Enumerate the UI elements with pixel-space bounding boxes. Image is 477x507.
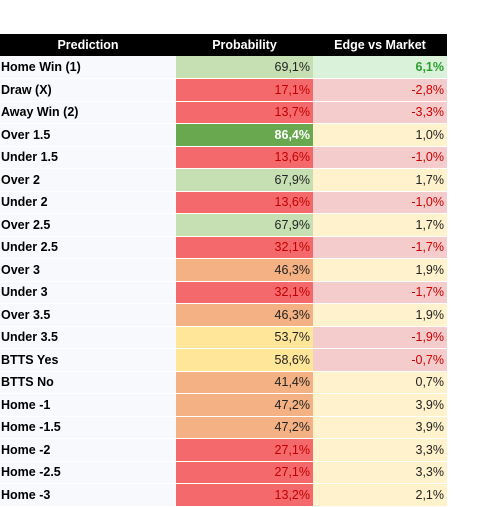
header-row: Prediction Probability Edge vs Market — [0, 34, 447, 56]
prediction-label: Home -2 — [0, 438, 176, 462]
table-body: Home Win (1) 69,1% 6,1% Draw (X) 17,1% -2,8% A… — [0, 56, 447, 507]
table-row: Home -2.5 27,1% 3,3% — [0, 461, 447, 484]
table-row: Away Win (2) 13,7% -3,3% — [0, 101, 447, 124]
probability-cell: 46,3% — [176, 303, 313, 327]
prediction-label: Over 2 — [0, 168, 176, 192]
table-row: BTTS Yes 58,6% -0,7% — [0, 348, 447, 372]
edge-cell: 6,1% — [313, 56, 447, 79]
prediction-label: Draw (X) — [0, 78, 176, 102]
table-row: Home -1.5 47,2% 3,9% — [0, 416, 447, 439]
prediction-label: Over 3 — [0, 258, 176, 282]
column-header: Edge vs Market — [313, 34, 447, 56]
table-row: Home Win (1) 69,1% 6,1% — [0, 56, 447, 79]
prediction-label: Under 2.5 — [0, 236, 176, 259]
probability-cell: 53,7% — [176, 326, 313, 349]
prediction-label: Away Win (2) — [0, 101, 176, 124]
table-row: Under 2 13,6% -1,0% — [0, 191, 447, 214]
probability-cell: 47,2% — [176, 393, 313, 417]
table-row: Over 3.5 46,3% 1,9% — [0, 303, 447, 327]
probability-cell: 32,1% — [176, 236, 313, 259]
table-row: Draw (X) 17,1% -2,8% — [0, 78, 447, 102]
probability-cell: 13,2% — [176, 483, 313, 507]
table-row: Home -2 27,1% 3,3% — [0, 438, 447, 462]
prediction-label: Home -1.5 — [0, 416, 176, 439]
edge-cell: 2,1% — [313, 483, 447, 507]
edge-cell: -1,9% — [313, 326, 447, 349]
table-row: Under 3 32,1% -1,7% — [0, 281, 447, 304]
probability-cell: 27,1% — [176, 438, 313, 462]
edge-cell: -0,7% — [313, 348, 447, 372]
edge-cell: 3,3% — [313, 438, 447, 462]
column-header: Prediction — [0, 34, 176, 56]
table-row: BTTS No 41,4% 0,7% — [0, 371, 447, 394]
table-row: Home -3 13,2% 2,1% — [0, 483, 447, 507]
edge-cell: 1,0% — [313, 123, 447, 147]
edge-cell: -3,3% — [313, 101, 447, 124]
edge-cell: -1,0% — [313, 191, 447, 214]
edge-cell: 1,9% — [313, 258, 447, 282]
prediction-label: Home -1 — [0, 393, 176, 417]
edge-cell: -1,0% — [313, 146, 447, 169]
probability-cell: 67,9% — [176, 168, 313, 192]
prediction-label: Under 3 — [0, 281, 176, 304]
probability-cell: 41,4% — [176, 371, 313, 394]
prediction-table: Prediction Probability Edge vs Market Home… — [0, 34, 447, 507]
edge-cell: 3,3% — [313, 461, 447, 484]
edge-cell: -1,7% — [313, 281, 447, 304]
edge-cell: 1,7% — [313, 213, 447, 237]
prediction-label: Home -2.5 — [0, 461, 176, 484]
table-row: Under 1.5 13,6% -1,0% — [0, 146, 447, 169]
probability-cell: 13,6% — [176, 191, 313, 214]
probability-cell: 67,9% — [176, 213, 313, 237]
probability-cell: 47,2% — [176, 416, 313, 439]
edge-cell: 3,9% — [313, 393, 447, 417]
table-row: Under 2.5 32,1% -1,7% — [0, 236, 447, 259]
table-row: Over 2 67,9% 1,7% — [0, 168, 447, 192]
table-row: Home -1 47,2% 3,9% — [0, 393, 447, 417]
probability-cell: 27,1% — [176, 461, 313, 484]
edge-cell: 1,9% — [313, 303, 447, 327]
prediction-label: Under 3.5 — [0, 326, 176, 349]
prediction-label: BTTS No — [0, 371, 176, 394]
edge-cell: 3,9% — [313, 416, 447, 439]
table-row: Over 2.5 67,9% 1,7% — [0, 213, 447, 237]
probability-cell: 69,1% — [176, 56, 313, 79]
table-container: Prediction Probability Edge vs Market Home… — [0, 34, 447, 507]
probability-cell: 46,3% — [176, 258, 313, 282]
prediction-label: Under 2 — [0, 191, 176, 214]
probability-cell: 32,1% — [176, 281, 313, 304]
probability-cell: 13,7% — [176, 101, 313, 124]
edge-cell: 0,7% — [313, 371, 447, 394]
prediction-label: Home -3 — [0, 483, 176, 507]
probability-cell: 13,6% — [176, 146, 313, 169]
prediction-label: Over 3.5 — [0, 303, 176, 327]
prediction-label: Over 2.5 — [0, 213, 176, 237]
probability-cell: 86,4% — [176, 123, 313, 147]
probability-cell: 17,1% — [176, 78, 313, 102]
edge-cell: -1,7% — [313, 236, 447, 259]
prediction-label: Over 1.5 — [0, 123, 176, 147]
column-header: Probability — [176, 34, 313, 56]
edge-cell: -2,8% — [313, 78, 447, 102]
prediction-label: Home Win (1) — [0, 56, 176, 79]
table-row: Over 3 46,3% 1,9% — [0, 258, 447, 282]
prediction-label: Under 1.5 — [0, 146, 176, 169]
probability-cell: 58,6% — [176, 348, 313, 372]
prediction-label: BTTS Yes — [0, 348, 176, 372]
edge-cell: 1,7% — [313, 168, 447, 192]
table-row: Over 1.5 86,4% 1,0% — [0, 123, 447, 147]
table-row: Under 3.5 53,7% -1,9% — [0, 326, 447, 349]
